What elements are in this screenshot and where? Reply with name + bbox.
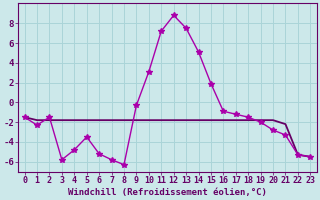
- X-axis label: Windchill (Refroidissement éolien,°C): Windchill (Refroidissement éolien,°C): [68, 188, 267, 197]
